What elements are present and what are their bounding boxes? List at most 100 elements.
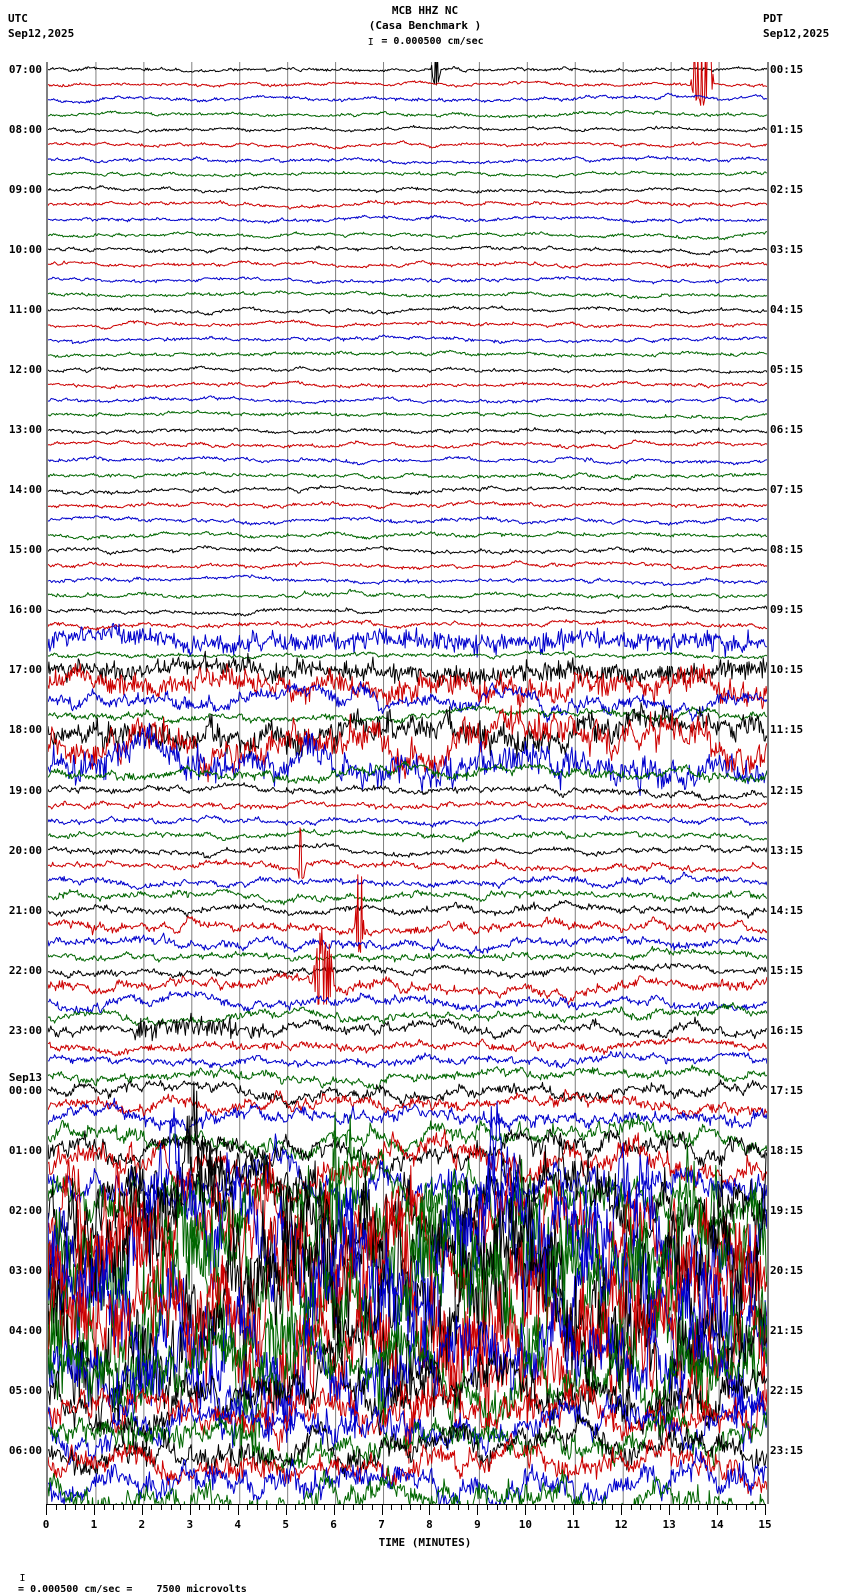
x-axis-major-tick: [765, 1504, 766, 1515]
x-axis-major-tick: [237, 1504, 239, 1515]
x-axis-major-tick: [46, 1504, 47, 1515]
x-axis-major-tick: [381, 1504, 383, 1515]
x-axis-minor-tick: [602, 1504, 604, 1510]
x-axis-minor-tick: [324, 1504, 325, 1510]
x-axis-tick-label: 10: [518, 1518, 532, 1531]
x-axis-major-tick: [573, 1504, 575, 1515]
helicorder-plot-area[interactable]: [46, 62, 769, 1504]
x-axis-minor-tick: [506, 1504, 508, 1510]
x-axis-minor-tick: [74, 1504, 76, 1510]
hour-label-left: 01:00: [8, 1144, 42, 1157]
hour-label-left: 02:00: [8, 1204, 42, 1218]
x-axis-major-tick: [285, 1504, 287, 1515]
x-axis-minor-tick: [448, 1504, 450, 1510]
hour-label-right: 18:15: [770, 1144, 804, 1157]
x-axis-minor-tick: [256, 1504, 258, 1510]
x-axis-major-tick: [189, 1504, 191, 1515]
day-change-marker: Sep13: [8, 1070, 42, 1084]
hour-label-left: 06:00: [8, 1444, 42, 1458]
x-axis-tick-label: 2: [138, 1518, 146, 1531]
x-axis-minor-tick: [371, 1504, 373, 1510]
x-axis-minor-tick: [170, 1504, 172, 1510]
scale-calibration-text: = 0.000500 cm/sec: [381, 36, 484, 47]
hour-label-left: 22:00: [8, 963, 42, 977]
hour-label-left: 11:00: [8, 302, 42, 316]
hour-label-right: 03:15: [770, 242, 804, 256]
x-axis-tick-label: 6: [330, 1518, 337, 1531]
x-axis-minor-tick: [659, 1504, 661, 1510]
x-axis-major-tick: [429, 1504, 431, 1515]
x-axis-minor-tick: [745, 1504, 747, 1510]
x-axis-minor-tick: [611, 1504, 613, 1510]
hour-label-right: 05:15: [770, 362, 804, 376]
x-axis-ticks: [46, 1504, 766, 1516]
x-axis-minor-tick: [630, 1504, 632, 1510]
x-axis-minor-tick: [276, 1504, 278, 1510]
hour-label-right: 17:15: [770, 1083, 804, 1097]
hour-label-right: 14:15: [770, 903, 804, 917]
x-axis-minor-tick: [678, 1504, 680, 1510]
hour-label-right: 09:15: [770, 603, 804, 617]
x-axis-tick-label: 13: [662, 1518, 676, 1531]
x-axis-minor-tick: [295, 1504, 297, 1510]
x-axis-minor-tick: [113, 1504, 115, 1510]
x-axis-tick-label: 3: [186, 1518, 194, 1531]
hour-label-right: 21:15: [770, 1324, 804, 1338]
footer-calibration: I = 0.000500 cm/sec = 7500 microvolts: [6, 1562, 247, 1595]
hour-label-right: 08:15: [770, 543, 804, 557]
x-axis-minor-tick: [439, 1504, 441, 1510]
x-axis-minor-tick: [84, 1504, 86, 1510]
x-axis-major-tick: [669, 1504, 671, 1515]
x-axis-tick-label: 5: [282, 1518, 289, 1531]
x-axis-minor-tick: [208, 1504, 210, 1510]
x-axis-minor-tick: [534, 1504, 536, 1510]
hour-label-right: 13:15: [770, 843, 804, 857]
pdt-date-label: Sep12,2025: [763, 27, 830, 40]
x-axis-minor-tick: [582, 1504, 584, 1510]
x-axis-minor-tick: [410, 1504, 412, 1510]
hour-label-left: 10:00: [8, 242, 42, 256]
x-axis-minor-tick: [755, 1504, 757, 1510]
x-axis-minor-tick: [726, 1504, 728, 1510]
hour-label-right: 07:15: [770, 483, 804, 497]
station-name-subtitle: (Casa Benchmark ): [368, 19, 482, 32]
x-axis-minor-tick: [266, 1504, 268, 1510]
x-axis-tick-label: 4: [234, 1518, 242, 1531]
hour-label-right: 00:15: [770, 62, 804, 76]
x-axis-minor-tick: [544, 1504, 546, 1510]
x-axis-minor-tick: [352, 1504, 354, 1510]
hour-label-left: 09:00: [8, 182, 42, 196]
x-axis-tick-label: 8: [426, 1518, 433, 1531]
hour-label-left: 20:00: [8, 843, 42, 857]
x-axis-minor-tick: [362, 1504, 364, 1510]
x-axis-minor-tick: [161, 1504, 163, 1510]
x-axis-minor-tick: [640, 1504, 642, 1510]
x-axis-minor-tick: [458, 1504, 460, 1510]
hour-label-left: 03:00: [8, 1264, 42, 1278]
x-axis-minor-tick: [697, 1504, 699, 1510]
hour-label-left: 19:00: [8, 783, 42, 797]
hour-label-left: 15:00: [8, 543, 42, 557]
hour-label-right: 10:15: [770, 663, 804, 677]
x-axis-major-tick: [141, 1504, 143, 1515]
x-axis-minor-tick: [65, 1504, 67, 1510]
hour-label-left: 13:00: [8, 423, 42, 436]
x-axis-major-tick: [621, 1504, 623, 1515]
x-axis-minor-tick: [554, 1504, 556, 1510]
hour-label-left: 07:00: [8, 62, 42, 76]
x-axis-minor-tick: [304, 1504, 306, 1510]
x-axis-minor-tick: [736, 1504, 738, 1510]
utc-timezone-label: UTC: [8, 12, 28, 25]
x-axis-minor-tick: [343, 1504, 345, 1510]
x-axis-minor-tick: [486, 1504, 488, 1510]
x-axis-minor-tick: [314, 1504, 316, 1510]
x-axis-minor-tick: [400, 1504, 402, 1510]
hour-label-right: 04:15: [770, 302, 804, 316]
x-axis-minor-tick: [228, 1504, 230, 1510]
hour-label-right: 11:15: [770, 723, 804, 737]
hour-label-left: 14:00: [8, 483, 42, 497]
station-code-title: MCB HHZ NC: [391, 4, 459, 17]
footer-scale-bar-icon: I: [19, 1573, 26, 1584]
x-axis-minor-tick: [688, 1504, 690, 1510]
utc-date-label: Sep12,2025: [8, 27, 75, 40]
